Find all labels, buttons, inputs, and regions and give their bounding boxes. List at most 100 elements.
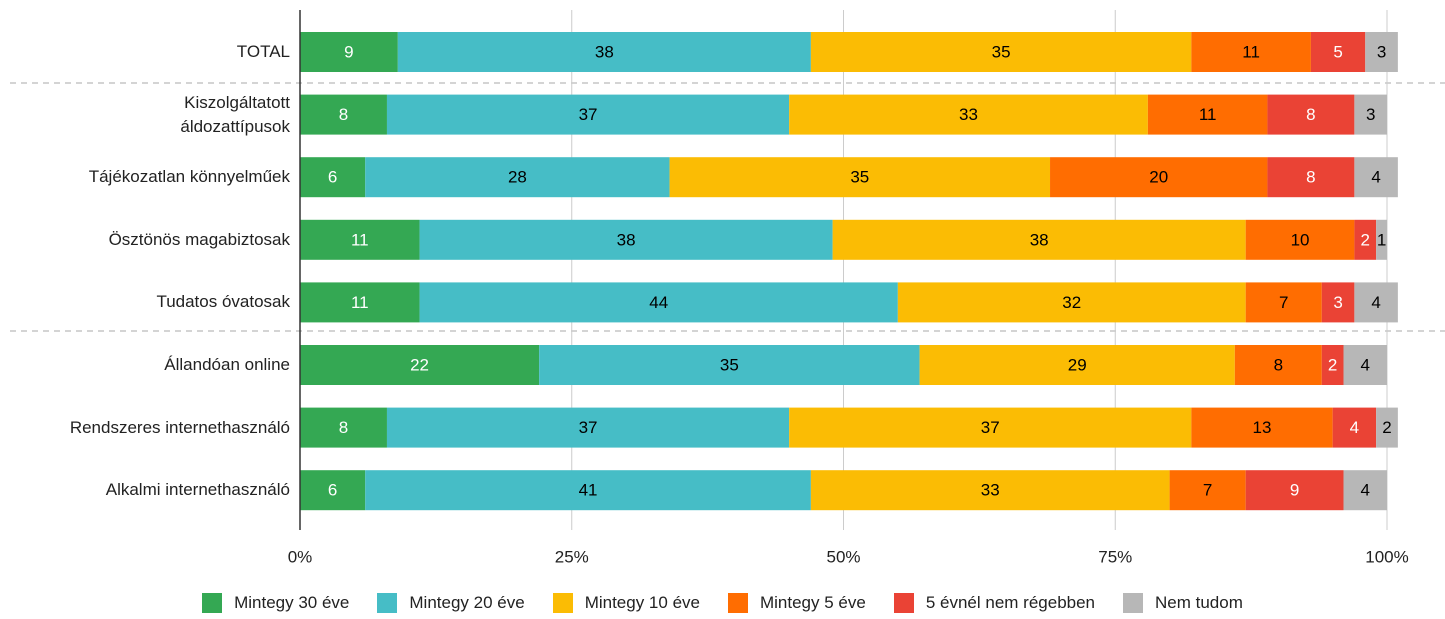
bar-segment [1245, 470, 1344, 511]
bar-segment [365, 470, 811, 511]
bar-segment [1354, 219, 1377, 260]
data-label: 37 [579, 105, 598, 124]
category-label: Alkalmi internethasználó [105, 480, 290, 500]
data-label: 2 [1382, 418, 1391, 437]
legend-item: Nem tudom [1123, 593, 1243, 613]
bar-segment [789, 94, 1148, 135]
data-label: 29 [1068, 355, 1087, 374]
bar-segment [1191, 32, 1311, 72]
data-label: 2 [1328, 355, 1337, 374]
legend-label: Nem tudom [1155, 593, 1243, 612]
x-tick-label: 50% [826, 547, 860, 566]
bar-segment [1169, 470, 1246, 511]
bar-segment [365, 157, 670, 198]
bar-segment [1245, 282, 1322, 323]
legend: Mintegy 30 éve Mintegy 20 éve Mintegy 10 é… [0, 593, 1445, 613]
data-label: 38 [1030, 230, 1049, 249]
legend-swatch [202, 593, 223, 613]
bar-segment [1234, 345, 1322, 385]
data-label: 4 [1361, 355, 1370, 374]
legend-swatch [377, 593, 398, 613]
bar-segment [832, 219, 1246, 260]
data-label: 13 [1253, 418, 1272, 437]
data-label: 38 [617, 230, 636, 249]
bar-segment [1354, 282, 1398, 323]
data-label: 22 [410, 355, 429, 374]
bar-segment [397, 32, 811, 72]
bar-segment [1354, 157, 1398, 198]
bar-segment [1332, 407, 1377, 448]
data-label: 2 [1361, 230, 1370, 249]
bar-segment [1343, 470, 1387, 511]
bar-segment [897, 282, 1246, 323]
legend-item: Mintegy 10 éve [552, 593, 700, 613]
legend-swatch [552, 593, 573, 613]
legend-item: Mintegy 30 éve [202, 593, 349, 613]
bar-segment [300, 32, 398, 72]
data-label: 4 [1350, 418, 1359, 437]
bar-segment [1376, 407, 1398, 448]
data-label: 7 [1203, 481, 1212, 500]
data-label: 8 [1306, 168, 1315, 187]
data-label: 1 [1377, 230, 1386, 249]
bar-segment [789, 407, 1192, 448]
data-label: 4 [1371, 168, 1380, 187]
data-label: 44 [649, 293, 668, 312]
bar-segment [300, 282, 420, 323]
bar-segment [300, 157, 366, 198]
data-label: 37 [981, 418, 1000, 437]
bar-segment [919, 345, 1235, 385]
legend-label: Mintegy 20 éve [409, 593, 525, 612]
data-label: 5 [1333, 42, 1342, 61]
x-tick-label: 100% [1365, 547, 1408, 566]
data-label: 11 [351, 230, 369, 249]
x-tick-label: 75% [1098, 547, 1132, 566]
legend-item: Mintegy 5 éve [727, 593, 866, 613]
data-label: 41 [579, 481, 598, 500]
legend-label: Mintegy 30 éve [234, 593, 350, 612]
bar-segment [669, 157, 1051, 198]
data-label: 37 [579, 418, 598, 437]
bar-segment [1365, 32, 1398, 72]
data-label: 11 [1242, 42, 1260, 61]
bar-segment [300, 470, 366, 511]
data-label: 11 [1199, 105, 1217, 124]
data-label: 33 [959, 105, 978, 124]
bar-segment [1310, 32, 1366, 72]
legend-item: 5 évnél nem régebben [893, 593, 1096, 613]
bar-segment [1050, 157, 1268, 198]
legend-label: 5 évnél nem régebben [925, 593, 1096, 612]
bar-segment [1147, 94, 1268, 135]
data-label: 3 [1377, 42, 1386, 61]
legend-swatch [893, 593, 914, 613]
data-label: 10 [1291, 230, 1310, 249]
data-label: 20 [1149, 168, 1168, 187]
bar-segment [1267, 94, 1355, 135]
bar-segment [300, 219, 420, 260]
data-label: 3 [1366, 105, 1375, 124]
bar-segment [386, 94, 790, 135]
legend-swatch [1123, 593, 1144, 613]
bar-segment [419, 219, 833, 260]
x-tick-label: 0% [288, 547, 313, 566]
bar-segment [1267, 157, 1355, 198]
data-label: 32 [1062, 293, 1081, 312]
bar-segment [300, 345, 540, 385]
data-label: 3 [1333, 293, 1342, 312]
legend-label: Mintegy 10 éve [584, 593, 700, 612]
x-tick-label: 25% [555, 547, 589, 566]
category-label: Tájékozatlan könnyelműek [88, 167, 290, 187]
bar-segment [386, 407, 790, 448]
bar-segment [1191, 407, 1333, 448]
data-label: 35 [720, 355, 739, 374]
data-label: 11 [351, 293, 369, 312]
bar-segment [539, 345, 920, 385]
data-label: 8 [339, 418, 348, 437]
bar-segment [1376, 219, 1387, 260]
bar-segment [810, 470, 1170, 511]
data-label: 38 [595, 42, 614, 61]
bar-segment [300, 94, 387, 135]
data-label: 9 [344, 42, 353, 61]
